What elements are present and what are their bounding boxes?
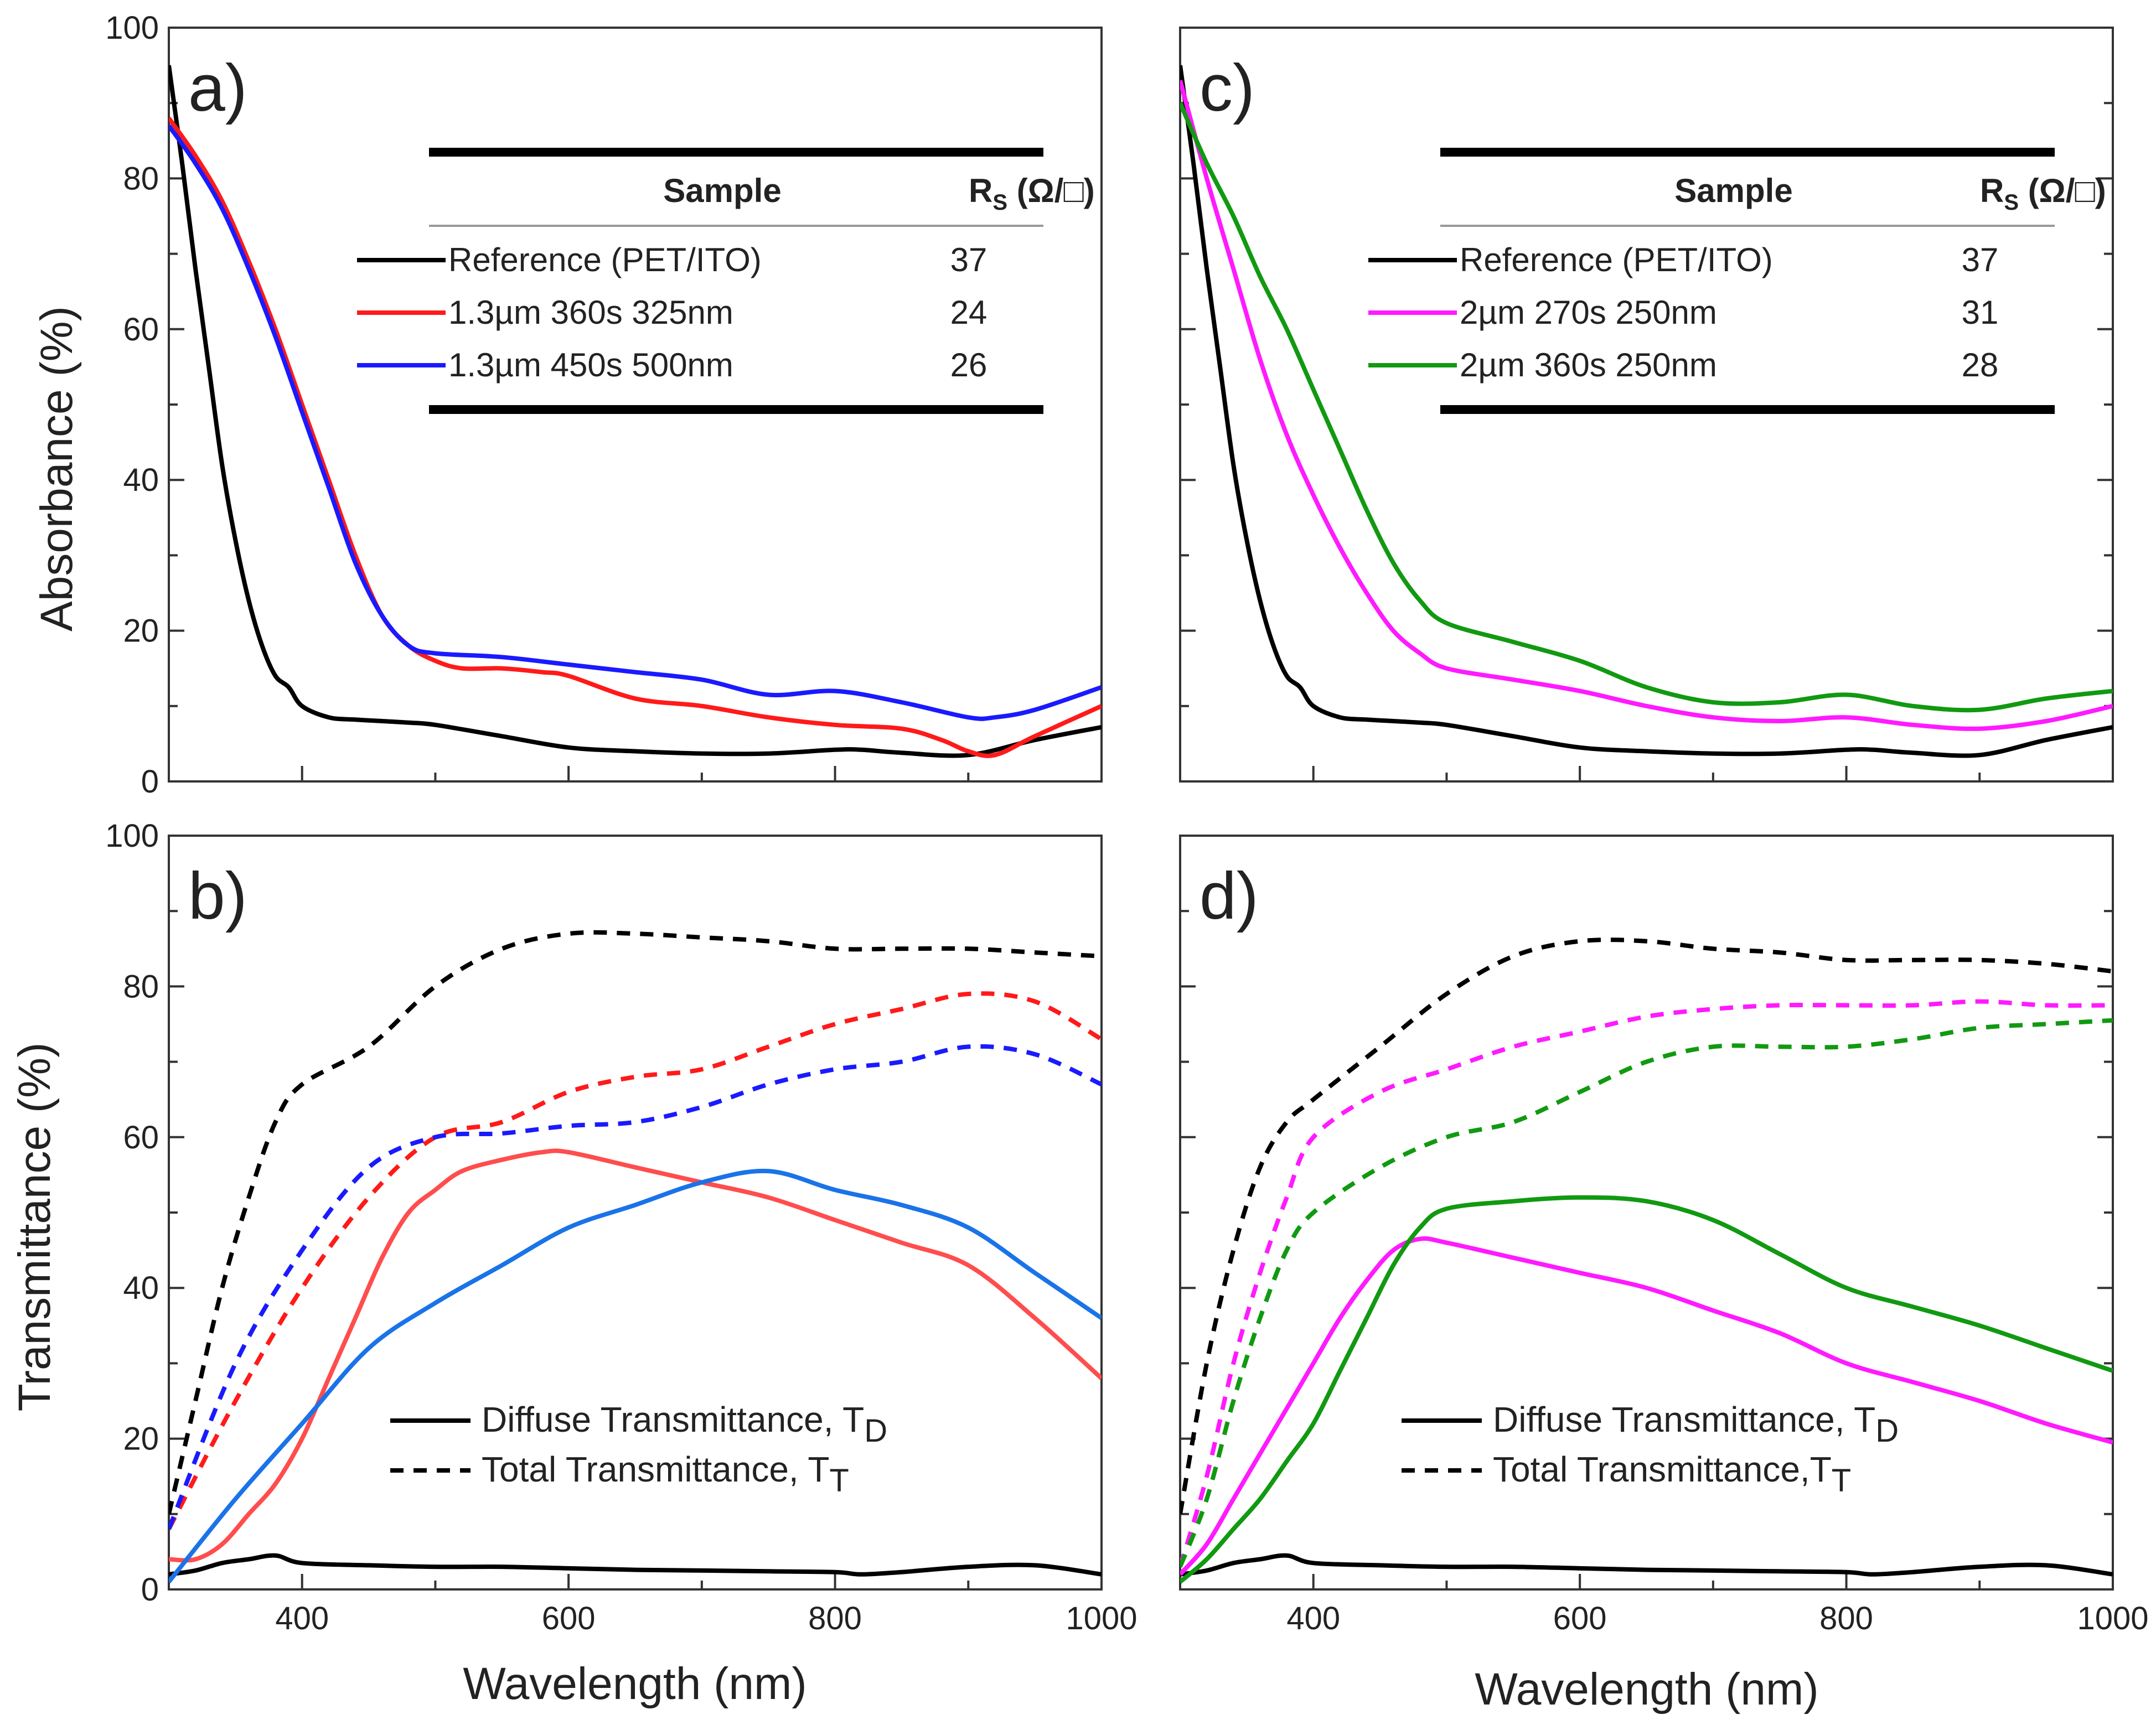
series-line-d-0 (1180, 1553, 2113, 1577)
series-line-b-2 (169, 991, 1102, 1530)
y-axis-title-b: Transmittance (%) (9, 1043, 60, 1412)
x-tick-label-b-600: 600 (542, 1600, 596, 1636)
panel-b: 0 20 40 60 80 100 400 600 800 1000 b) Diffuse Trans… (105, 818, 1137, 1636)
y-tick-label-b-0: 0 (141, 1572, 159, 1608)
sample-table-a: Sample RS (Ω/□) Reference (PET/ITO) 37 1.3µm… (357, 148, 1095, 414)
series-line-a-2 (169, 124, 1102, 721)
y-tick-label-a-60: 60 (123, 312, 159, 348)
y-tick-label-b-40: 40 (123, 1270, 159, 1306)
x-tick-label-b-800: 800 (808, 1600, 862, 1636)
legend-label-b-1: Total Transmittance, TT (482, 1449, 849, 1499)
series-line-a-1 (169, 117, 1102, 758)
series-line-b-0 (169, 1553, 1102, 1577)
y-axis-title-a: Absorbance (%) (32, 306, 82, 631)
x-tick-label-d-600: 600 (1553, 1600, 1607, 1636)
table-row-value-c-1: 31 (1962, 294, 1999, 331)
series-line-c-0 (1180, 65, 2113, 758)
table-row-label-c-1: 2µm 270s 250nm (1460, 294, 1717, 331)
y-tick-label-a-0: 0 (141, 764, 159, 800)
y-tick-label-a-80: 80 (123, 160, 159, 196)
table-row-value-a-1: 24 (950, 294, 987, 331)
table-row-value-a-0: 37 (950, 241, 987, 278)
legend-label-d-0: Diffuse Transmittance, TD (1493, 1400, 1899, 1449)
x-tick-label-d-1000: 1000 (2077, 1600, 2148, 1636)
y-tick-label-a-40: 40 (123, 462, 159, 498)
y-tick-label-a-100: 100 (105, 10, 159, 46)
table-header-sample-a: Sample (663, 172, 781, 209)
table-header-sample-c: Sample (1674, 172, 1792, 209)
sample-table-c: Sample RS (Ω/□) Reference (PET/ITO) 37 2µm 2… (1368, 148, 2106, 414)
series-line-b-4 (169, 1148, 1102, 1563)
y-tick-label-b-20: 20 (123, 1421, 159, 1457)
x-tick-label-d-400: 400 (1286, 1600, 1340, 1636)
y-tick-label-b-100: 100 (105, 818, 159, 854)
legend-label-b-0: Diffuse Transmittance, TD (482, 1400, 887, 1449)
y-tick-label-b-60: 60 (123, 1120, 159, 1156)
series-line-c-1 (1180, 80, 2113, 731)
table-row-label-a-2: 1.3µm 450s 500nm (448, 346, 733, 384)
table-row-label-a-1: 1.3µm 360s 325nm (448, 294, 733, 331)
panel-a: 0 20 40 60 80 100 a) Sample RS (Ω/□) Reference (P… (105, 10, 1103, 800)
series-line-d-2 (1180, 999, 2113, 1568)
x-axis-title-b: Wavelength (nm) (463, 1659, 806, 1709)
series-line-a-0 (169, 65, 1102, 758)
table-row-value-c-0: 37 (1962, 241, 1999, 278)
panel-label-d: d) (1199, 859, 1259, 933)
series-line-d-1 (1180, 937, 2113, 1515)
series-line-c-2 (1180, 102, 2113, 713)
series-line-d-5 (1180, 1195, 2113, 1584)
table-header-rs-a: RS (Ω/□) (969, 172, 1095, 215)
panel-label-b: b) (188, 859, 247, 933)
x-tick-label-b-400: 400 (275, 1600, 329, 1636)
panel-label-c: c) (1199, 51, 1255, 125)
x-tick-label-b-1000: 1000 (1066, 1600, 1137, 1636)
y-tick-label-b-80: 80 (123, 968, 159, 1004)
series-line-b-5 (169, 1168, 1102, 1583)
table-header-rs-c: RS (Ω/□) (1980, 172, 2106, 215)
series-line-b-3 (169, 1044, 1102, 1530)
table-row-label-c-0: Reference (PET/ITO) (1460, 241, 1773, 278)
panel-label-a: a) (188, 51, 247, 125)
x-axis-title-d: Wavelength (nm) (1475, 1664, 1818, 1714)
series-line-d-4 (1180, 1236, 2113, 1576)
x-tick-label-d-800: 800 (1819, 1600, 1873, 1636)
legend-label-d-1: Total Transmittance,TT (1493, 1449, 1851, 1499)
y-tick-label-a-20: 20 (123, 613, 159, 649)
panel-c: c) Sample RS (Ω/□) Reference (PET/ITO) 37 2µm… (1179, 27, 2114, 783)
table-row-label-a-0: Reference (PET/ITO) (448, 241, 762, 278)
table-row-label-c-2: 2µm 360s 250nm (1460, 346, 1717, 384)
table-row-value-a-2: 26 (950, 346, 987, 384)
series-line-b-1 (169, 930, 1102, 1515)
panel-d: 400 600 800 1000 d) Diffuse Transmittance, TD… (1179, 835, 2149, 1636)
table-row-value-c-2: 28 (1962, 346, 1999, 384)
